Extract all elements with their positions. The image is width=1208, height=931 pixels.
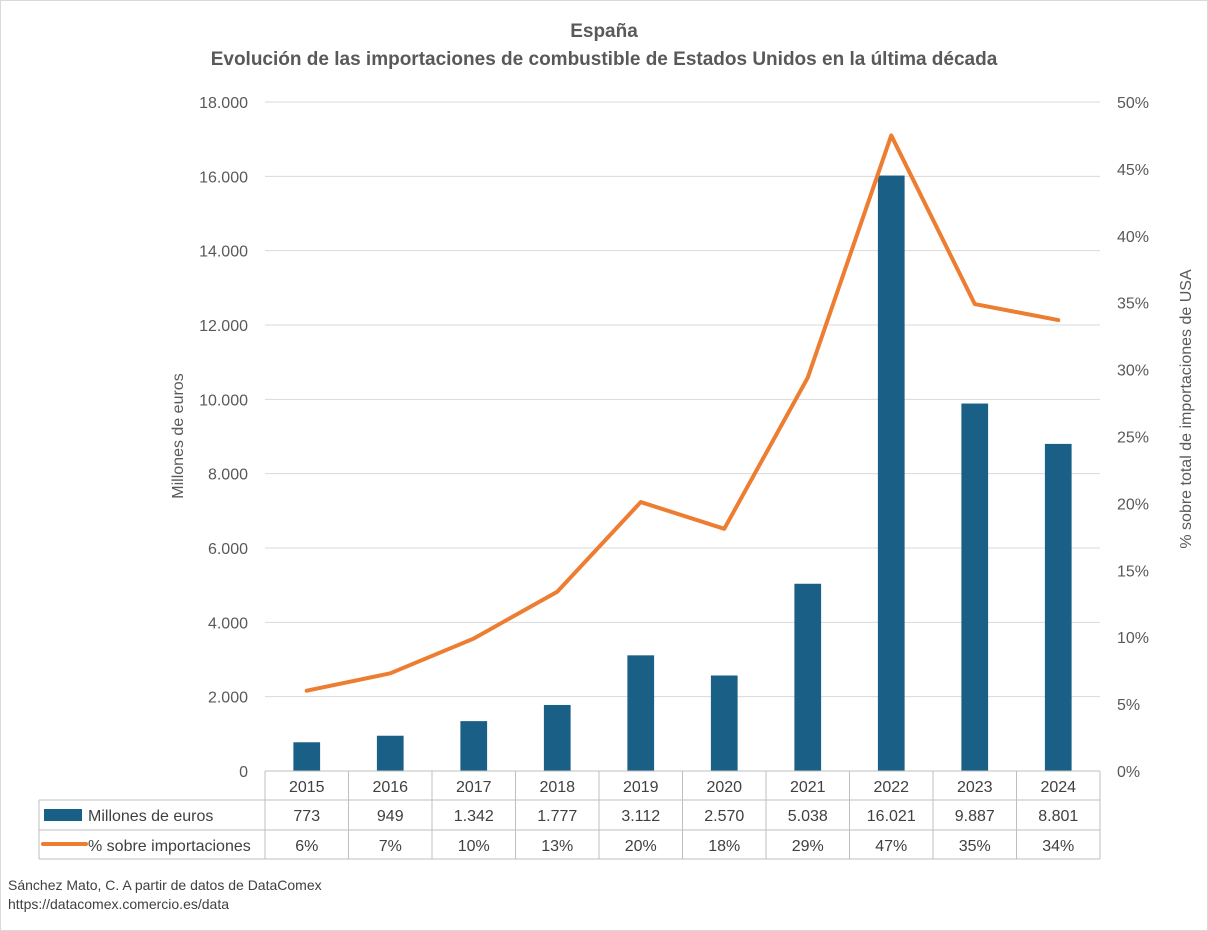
table-value-percent: 29% — [792, 838, 824, 855]
y2-tick-label: 0% — [1117, 764, 1140, 781]
y-tick-label: 6.000 — [208, 541, 248, 558]
chart-subtitle: Evolución de las importaciones de combus… — [210, 49, 998, 70]
gridlines — [265, 101, 1100, 698]
chart-title: España — [570, 21, 638, 42]
y-tick-label: 12.000 — [199, 318, 248, 335]
table-value-percent: 13% — [541, 838, 573, 855]
y-tick-label: 2.000 — [208, 690, 248, 707]
category-label: 2022 — [873, 779, 909, 796]
y-tick-label: 16.000 — [199, 169, 248, 186]
table-value-percent: 18% — [708, 838, 740, 855]
y2-tick-label: 50% — [1117, 95, 1149, 112]
y-tick-label: 18.000 — [199, 95, 248, 112]
table-value-euros: 16.021 — [867, 808, 916, 825]
legend-label-line: % sobre importaciones — [88, 838, 251, 855]
table-value-euros: 1.342 — [454, 808, 494, 825]
source-url: https://datacomex.comercio.es/data — [8, 896, 229, 912]
data-table: 2015 2016 2017 2018 2019 2020 2021 2022 2023 2024… — [38, 770, 1101, 860]
category-label: 2019 — [623, 779, 659, 796]
y-tick-label: 8.000 — [208, 467, 248, 484]
bar-2023 — [961, 403, 989, 771]
y-tick-label: 0 — [239, 764, 248, 781]
table-value-euros: 5.038 — [788, 808, 828, 825]
table-value-percent: 35% — [959, 838, 991, 855]
category-label: 2021 — [790, 779, 826, 796]
table-value-percent: 34% — [1042, 838, 1074, 855]
y-tick-label: 10.000 — [199, 392, 248, 409]
y2-tick-label: 5% — [1117, 697, 1140, 714]
bar-series — [293, 175, 1072, 771]
y-tick-label: 14.000 — [199, 244, 248, 261]
table-value-euros: 949 — [377, 808, 404, 825]
line-series — [304, 133, 1061, 693]
table-value-percent: 10% — [458, 838, 490, 855]
category-label: 2023 — [957, 779, 993, 796]
y2-tick-label: 10% — [1117, 630, 1149, 647]
table-value-euros: 1.777 — [537, 808, 577, 825]
line-percent — [304, 133, 1061, 693]
table-value-percent: 47% — [875, 838, 907, 855]
table-value-euros: 9.887 — [955, 808, 995, 825]
bar-2017 — [460, 721, 488, 771]
category-label: 2015 — [289, 779, 325, 796]
y2-tick-label: 20% — [1117, 496, 1149, 513]
category-label: 2016 — [372, 779, 408, 796]
bar-2019 — [627, 655, 655, 771]
combo-chart: 0 2.000 4.000 6.000 8.000 10.000 12.000 14.000 1… — [38, 95, 1195, 860]
bar-2016 — [376, 735, 404, 771]
bar-2018 — [543, 704, 571, 771]
table-value-percent: 6% — [295, 838, 318, 855]
legend-label-bars: Millones de euros — [88, 808, 213, 825]
y-axis-left-title: Millones de euros — [170, 373, 187, 498]
bar-2020 — [710, 675, 738, 771]
y2-tick-label: 40% — [1117, 229, 1149, 246]
category-label: 2018 — [539, 779, 575, 796]
y-axis-left-ticks: 0 2.000 4.000 6.000 8.000 10.000 12.000 14.000 1… — [199, 95, 248, 781]
y2-tick-label: 30% — [1117, 363, 1149, 380]
y2-tick-label: 45% — [1117, 162, 1149, 179]
y2-tick-label: 25% — [1117, 430, 1149, 447]
y-axis-right-title: % sobre total de importaciones de USA — [1178, 269, 1195, 549]
y2-tick-label: 35% — [1117, 296, 1149, 313]
bar-2015 — [293, 742, 321, 771]
table-value-euros: 773 — [293, 808, 320, 825]
table-value-euros: 3.112 — [621, 808, 660, 825]
category-label: 2017 — [456, 779, 492, 796]
bar-2022 — [877, 175, 905, 771]
y-tick-label: 4.000 — [208, 615, 248, 632]
legend-key-bars — [44, 809, 82, 821]
y2-tick-label: 15% — [1117, 563, 1149, 580]
table-value-euros: 8.801 — [1038, 808, 1078, 825]
table-value-percent: 20% — [625, 838, 657, 855]
bar-2021 — [794, 583, 822, 771]
table-value-euros: 2.570 — [704, 808, 744, 825]
table-value-percent: 7% — [379, 838, 402, 855]
category-label: 2024 — [1040, 779, 1076, 796]
y-axis-right-ticks: 0% 5% 10% 15% 20% 25% 30% 35% 40% 45% 50% — [1117, 95, 1149, 781]
category-label: 2020 — [706, 779, 742, 796]
source-note: Sánchez Mato, C. A partir de datos de Da… — [8, 877, 322, 893]
bar-2024 — [1044, 443, 1072, 771]
